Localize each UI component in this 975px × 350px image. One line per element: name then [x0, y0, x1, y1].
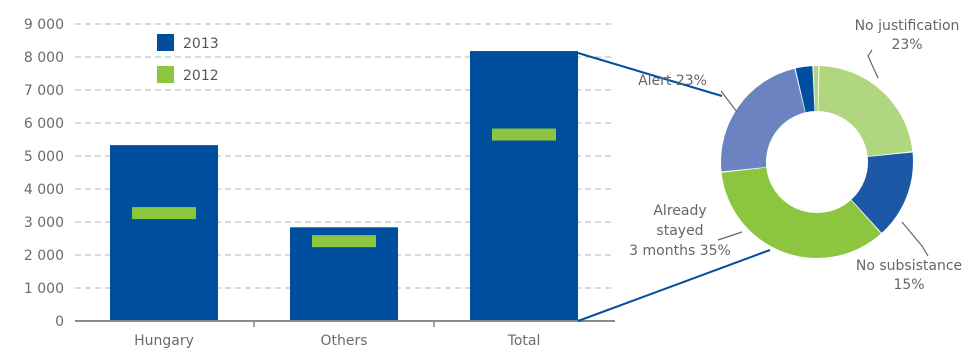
label-no-subsistance: 15% [893, 277, 924, 293]
donut-slice-4 [721, 68, 806, 172]
label-no-subsistance: No subsistance [856, 258, 962, 274]
donut-slice-3 [721, 167, 881, 258]
donut-slice-5 [795, 66, 815, 113]
legend-label-2012: 2012 [183, 68, 219, 84]
y-tick-label: 7 000 [24, 83, 64, 99]
connector-line-bottom [577, 249, 771, 322]
y-tick-label: 1 000 [24, 281, 64, 297]
donut-slice-2 [851, 152, 913, 233]
leader-line-1 [867, 49, 879, 79]
donut-slice-1 [818, 66, 913, 157]
donut-slice-6 [813, 66, 819, 112]
bar-2013-hungary [110, 145, 218, 321]
label-no-justification: 23% [891, 37, 922, 53]
leader-line-2 [901, 221, 929, 257]
y-tick-label: 6 000 [24, 116, 64, 132]
marker-2012-others [312, 235, 376, 248]
connector-line-top [577, 52, 723, 97]
y-tick-label: 9 000 [24, 17, 64, 33]
legend-label-2013: 2013 [183, 36, 219, 52]
leader-line-4 [720, 90, 738, 113]
legend-swatch-2013 [157, 34, 174, 51]
y-tick-label: 3 000 [24, 215, 64, 231]
y-tick-label: 0 [55, 314, 64, 330]
label-already-stayed: Already [653, 203, 706, 219]
marker-2012-total [492, 128, 556, 141]
y-tick-label: 5 000 [24, 149, 64, 165]
x-tick-label: Hungary [134, 333, 194, 349]
label-already-stayed: stayed [656, 223, 703, 239]
label-alert: Alert 23% [638, 73, 707, 89]
legend-swatch-2012 [157, 66, 174, 83]
marker-2012-hungary [132, 207, 196, 220]
label-no-justification: No justification [855, 18, 960, 34]
bar-2013-total [470, 51, 578, 322]
leader-line-3 [717, 231, 743, 241]
y-tick-label: 2 000 [24, 248, 64, 264]
x-tick-label: Total [507, 333, 541, 349]
x-tick-label: Others [320, 333, 367, 349]
y-tick-label: 4 000 [24, 182, 64, 198]
label-already-stayed: 3 months 35% [629, 243, 731, 259]
y-tick-label: 8 000 [24, 50, 64, 66]
